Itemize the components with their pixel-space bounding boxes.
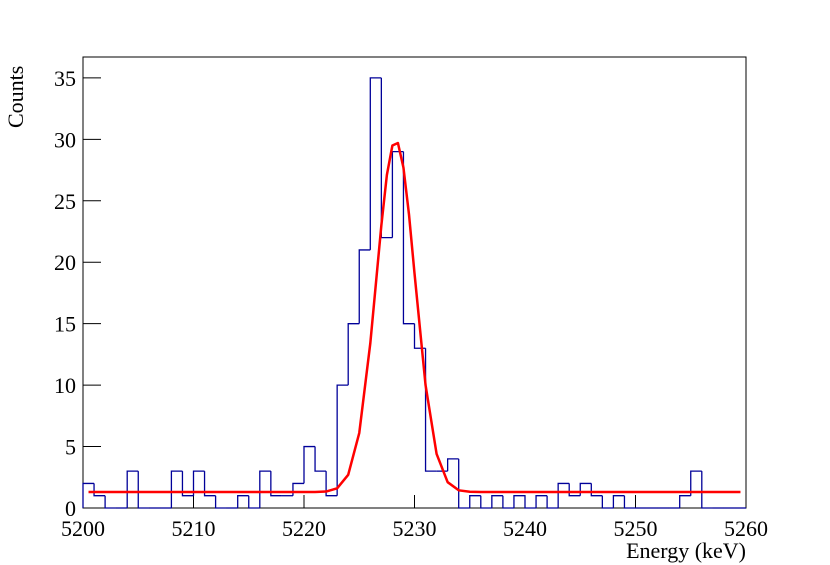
histogram-bin [590,483,603,497]
y-tick-label: 10 [54,373,76,398]
fit-curve [88,141,741,494]
y-tick-label: 5 [65,435,76,460]
histogram-bin [568,483,581,497]
histogram-bin [237,495,249,508]
x-tick-label: 5210 [172,516,216,541]
y-tick-label: 30 [54,127,76,152]
histogram-bin [513,495,525,508]
histogram-bin [292,482,304,496]
histogram-bin [259,470,271,508]
x-tick-label: 5240 [503,516,547,541]
histogram-bin [203,471,216,497]
x-tick-label: 5230 [393,516,437,541]
y-tick-label: 20 [54,250,76,275]
histogram-bin [557,482,570,508]
histogram-bin [214,495,227,509]
histogram-bin [623,495,636,509]
x-tick-label: 5260 [724,516,768,541]
x-tick-label: 5200 [61,516,105,541]
histogram-bin [270,471,282,497]
histogram-bin [601,495,614,509]
histogram-bin [402,151,415,325]
histogram-bin [424,348,437,472]
y-tick-label: 25 [54,189,76,214]
histogram-bin [491,495,503,508]
histogram-bin [369,77,382,250]
x-axis-label: Energy (keV) [626,538,746,563]
histogram-bin [248,495,260,509]
x-tick-label: 5250 [614,516,658,541]
y-axis-label: Counts [3,66,28,128]
histogram-bin [447,458,459,472]
y-tick-label: 0 [65,496,76,521]
histogram-bin [181,471,194,497]
histogram-bin [701,471,713,509]
histogram-bin [358,249,371,324]
histogram-bin [458,458,470,509]
histogram-bin [303,445,316,484]
histogram-bin [192,470,205,496]
x-tick-label: 5220 [282,516,326,541]
histogram-bin [347,323,360,386]
histogram-bin [546,495,559,509]
histogram-bin [170,470,183,508]
histogram-bin [93,483,106,497]
histogram-bin [690,470,702,496]
histogram-bin [502,495,514,509]
histogram-bin [579,482,592,496]
histogram-bin [314,446,327,472]
histogram-bin [679,495,691,508]
y-tick-label: 35 [54,66,76,91]
histogram-bin [126,470,139,508]
histogram-bin [535,495,548,508]
histogram-bin [104,495,117,509]
histogram-bin [325,471,338,497]
histogram-bin [612,495,625,508]
y-tick-label: 15 [54,312,76,337]
histogram-bin [336,384,349,496]
histogram-bin [524,495,537,509]
histogram-bin [137,471,150,509]
histogram-bin [480,495,492,509]
histogram-bin [82,482,95,508]
histogram-bin [469,495,481,508]
